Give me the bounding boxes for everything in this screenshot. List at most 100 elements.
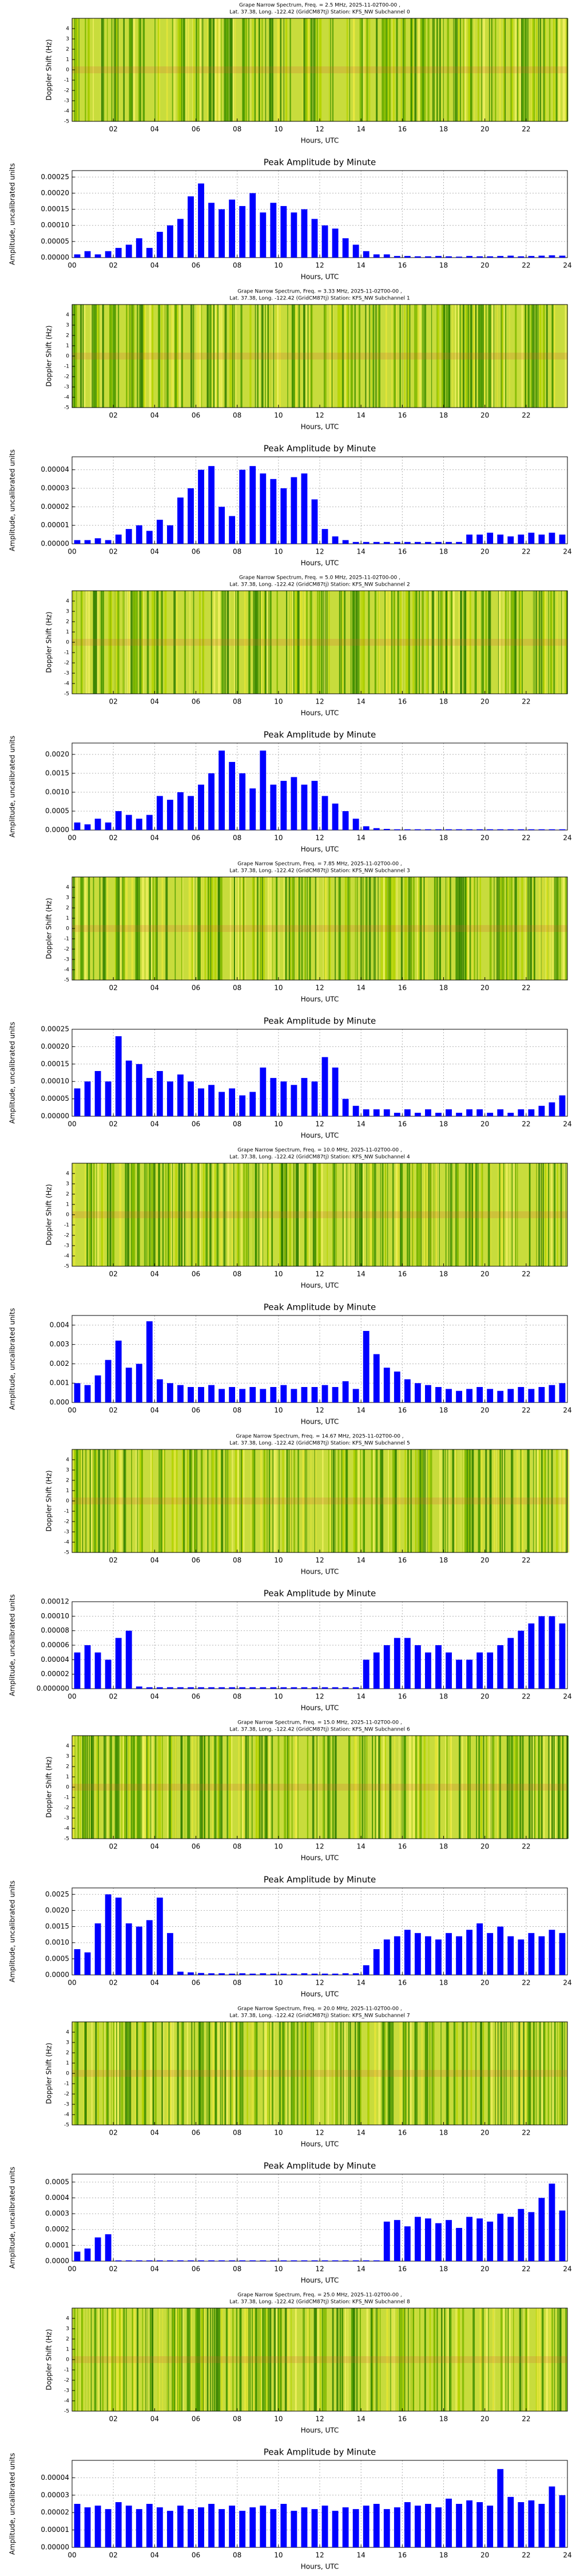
spectrogram-stripe [386, 2308, 388, 2411]
spectrogram-stripe [125, 877, 128, 980]
spectrogram-stripe [293, 1449, 295, 1552]
bar [528, 532, 535, 544]
spectrogram-stripe [172, 2022, 174, 2125]
bar [125, 815, 132, 830]
spectrogram-stripe [493, 2308, 495, 2411]
spectrogram-stripe [534, 877, 535, 980]
spectrogram-stripe [146, 1736, 149, 1839]
bar [538, 534, 545, 544]
bar [414, 1933, 421, 1975]
spectrogram-stripe [462, 2022, 465, 2125]
spectrogram-stripe [521, 591, 523, 694]
spectrogram-stripe [456, 305, 458, 408]
spectrogram-stripe [254, 2308, 256, 2411]
spectrogram-stripe [168, 2308, 169, 2411]
spectrogram-stripe [244, 877, 245, 980]
spectrogram-stripe [479, 591, 480, 694]
plot-frame [72, 304, 568, 408]
spectrogram-panel: Grape Narrow Spectrum, Freq. = 25.0 MHz,… [45, 2293, 568, 2435]
spectrogram-stripe [302, 1449, 305, 1552]
spectrogram-stripe [200, 2022, 202, 2125]
y-tick-label: -2 [64, 1519, 69, 1525]
y-tick-label: 3 [66, 323, 69, 329]
spectrogram-stripe [420, 1163, 422, 1266]
x-tick-label: 18 [439, 698, 448, 706]
spectrogram-stripe [297, 1449, 299, 1552]
bar [301, 784, 308, 830]
bar [507, 1389, 514, 1402]
spectrogram-stripe [104, 877, 106, 980]
x-tick-label: 12 [315, 548, 324, 556]
spectrogram-stripe [125, 591, 126, 694]
spectrogram-stripe [307, 1163, 309, 1266]
bar [177, 1687, 184, 1689]
bar [549, 1930, 555, 1975]
spectrogram-stripe [102, 877, 105, 980]
spectrogram-stripe [232, 18, 235, 121]
spectrogram-stripe [497, 1449, 500, 1552]
bar [373, 1949, 380, 1975]
spectrogram-stripe [318, 1163, 319, 1266]
bar [518, 1630, 525, 1689]
spectrogram-stripe [365, 305, 367, 408]
spectrogram-stripe [142, 18, 145, 121]
spectrogram-stripe [307, 18, 309, 121]
spectrogram-stripe [202, 1163, 205, 1266]
x-tick-label: 18 [439, 2415, 448, 2423]
spectrogram-stripe [90, 2308, 92, 2411]
bar [270, 2509, 277, 2547]
x-tick-label: 20 [480, 1693, 489, 1701]
y-tick-label: 0.0015 [45, 769, 69, 777]
spectrogram-stripe [77, 1449, 78, 1552]
spectrogram-stripe [411, 1163, 412, 1266]
spectrogram-stripe [81, 591, 83, 694]
spectrogram-stripe [269, 591, 272, 694]
spectrogram-stripe [228, 2308, 231, 2411]
spectrogram-stripe [378, 877, 379, 980]
spectrogram-stripe [361, 18, 363, 121]
spectrogram-stripe [447, 2022, 449, 2125]
bar [208, 773, 214, 830]
spectrogram-stripe [462, 877, 464, 980]
spectrogram-stripe [418, 18, 420, 121]
spectrogram-stripe [397, 591, 399, 694]
spectrogram-stripe [489, 1449, 491, 1552]
y-tick-label: -2 [64, 2378, 69, 2384]
spectrogram-stripe [151, 2022, 153, 2125]
spectrogram-stripe [313, 2308, 315, 2411]
spectrogram-stripe [374, 1163, 376, 1266]
spectrogram-stripe [392, 877, 395, 980]
spectrogram-stripe [559, 877, 561, 980]
spectrogram-stripe [407, 305, 410, 408]
spectrogram-stripe [272, 2022, 274, 2125]
spectrogram-stripe [385, 877, 387, 980]
spectrogram-stripe [124, 591, 125, 694]
spectrogram-stripe [176, 591, 178, 694]
spectrogram-stripe [122, 877, 124, 980]
spectrogram-stripe [141, 591, 144, 694]
spectrogram-stripe [380, 1736, 381, 1839]
spectrogram-stripe [329, 877, 331, 980]
spectrogram-stripe [483, 2022, 484, 2125]
spectrogram-stripe [446, 2022, 448, 2125]
spectrogram-stripe [182, 1163, 184, 1266]
spectrogram-stripe [146, 1736, 148, 1839]
spectrogram-stripe [229, 1449, 231, 1552]
spectrogram-stripe [276, 877, 277, 980]
spectrogram-stripe [267, 305, 269, 408]
spectrogram-stripe [455, 1163, 457, 1266]
spectrogram-stripe [171, 1449, 174, 1552]
plot-frame [72, 876, 568, 981]
y-tick-label: -3 [64, 2388, 69, 2394]
x-tick-label: 10 [274, 1120, 283, 1128]
spectrogram-stripe [322, 1449, 324, 1552]
y-tick-label: 0.00025 [41, 1025, 69, 1033]
spectrogram-stripe [500, 2308, 503, 2411]
y-tick-label: 0.002 [50, 1360, 69, 1368]
spectrogram-stripe [357, 2022, 360, 2125]
spectrogram-stripe [217, 877, 220, 980]
spectrogram-stripe [396, 1163, 399, 1266]
bar [404, 1930, 411, 1975]
spectrogram-stripe [170, 1163, 172, 1266]
spectrogram-stripe [424, 18, 426, 121]
